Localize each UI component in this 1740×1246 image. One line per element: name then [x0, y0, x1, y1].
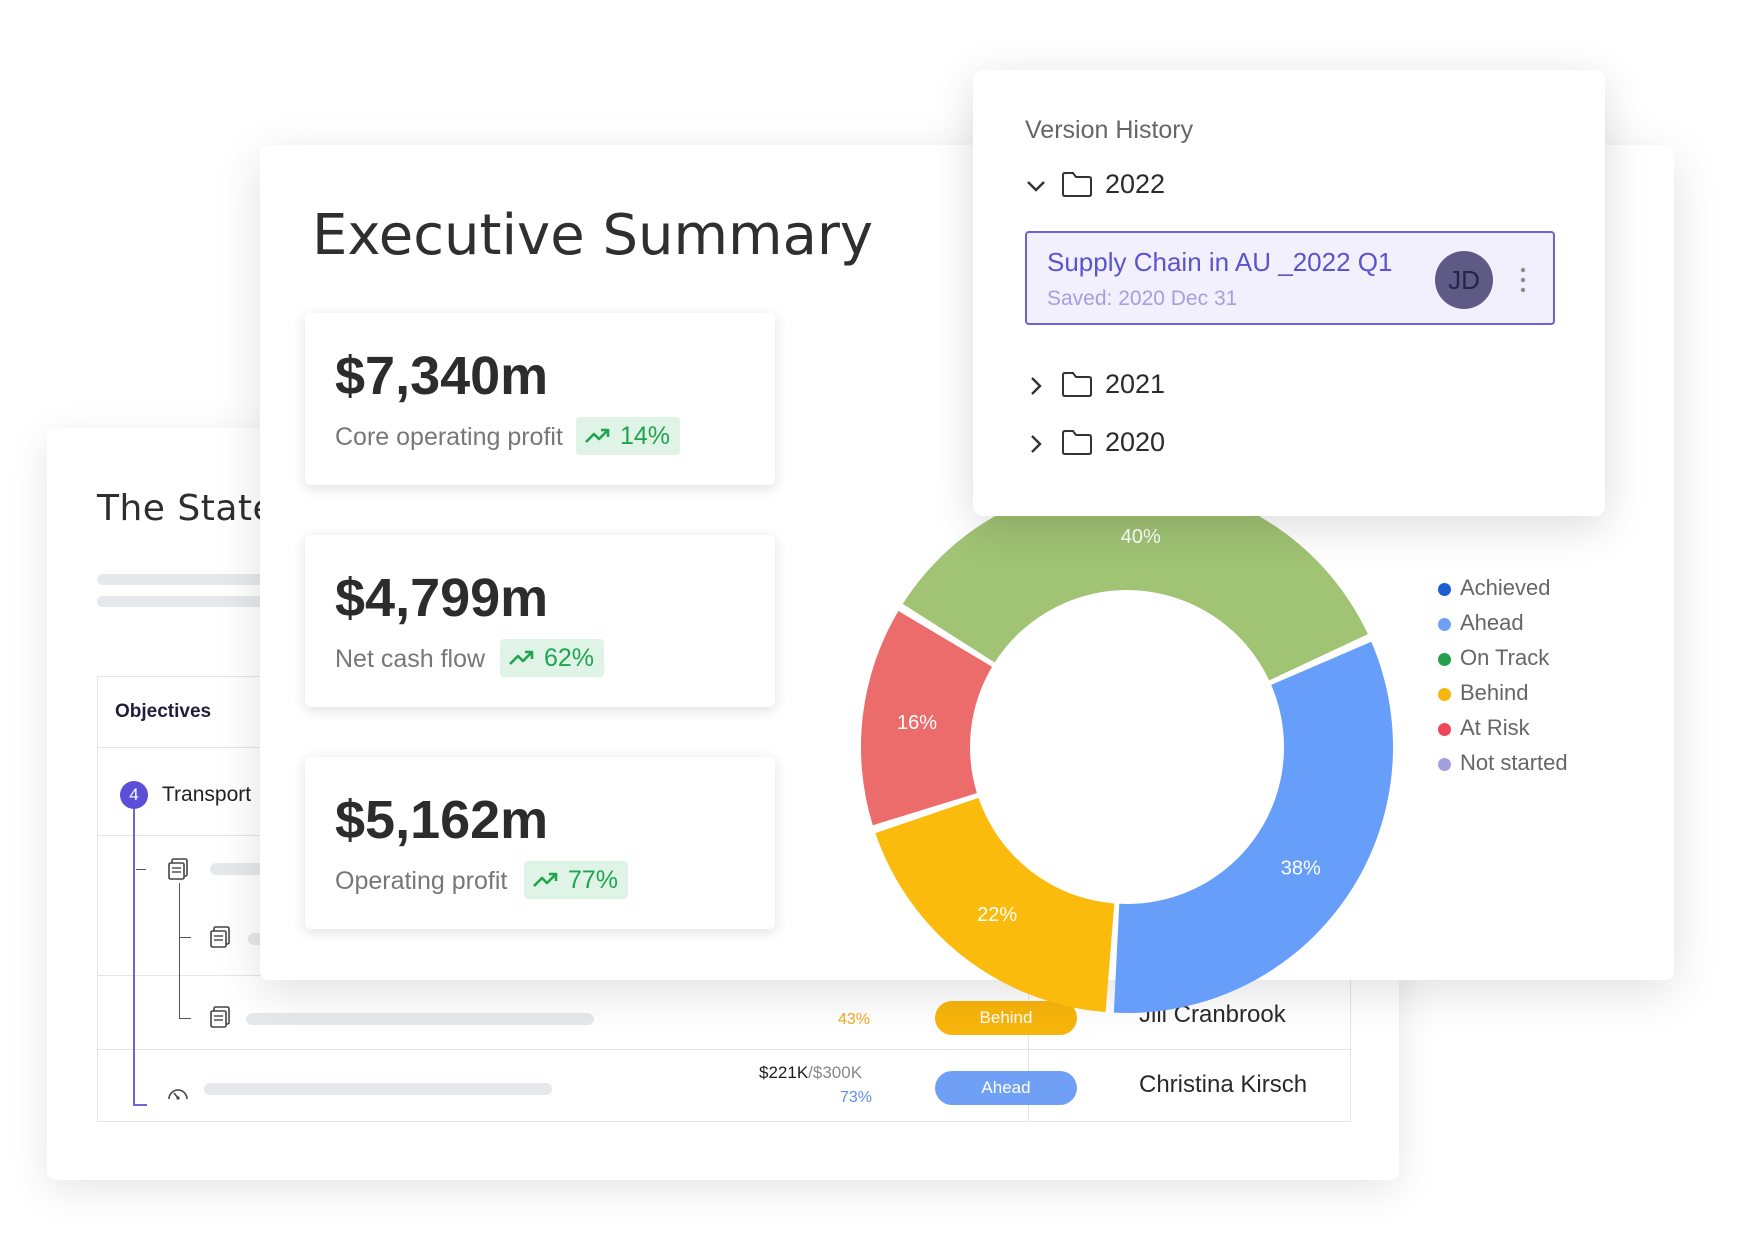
tree-connector	[133, 1104, 147, 1106]
progress-percent: 73%	[840, 1089, 873, 1106]
kpi-card[interactable]: $7,340m Core operating profit 14%	[305, 313, 775, 485]
version-item-selected[interactable]: Supply Chain in AU _2022 Q1 Saved: 2020 …	[1025, 231, 1555, 325]
tree-connector	[136, 869, 146, 870]
objectives-table: Objectives 4 Transport	[97, 676, 1351, 1122]
legend-label: On Track	[1460, 645, 1550, 670]
chevron-right-icon[interactable]	[1025, 373, 1047, 399]
text-placeholder	[204, 1083, 552, 1095]
text-placeholder	[97, 574, 327, 585]
avatar[interactable]: JD	[1435, 251, 1493, 309]
version-title: Supply Chain in AU _2022 Q1	[1047, 247, 1393, 277]
executive-summary-card: Executive Summary $7,340m Core operating…	[260, 145, 1674, 1013]
kpi-change-value: 77%	[568, 866, 619, 894]
metric-amount: $221K/$300K	[759, 1063, 862, 1083]
card-title: The State	[97, 488, 276, 529]
folder-icon	[1062, 172, 1092, 197]
legend-label: Behind	[1460, 680, 1529, 705]
kpi-label: Operating profit	[335, 867, 508, 895]
gauge-icon	[168, 1089, 188, 1100]
kpi-change-badge: 14%	[576, 417, 681, 455]
tree-connector	[179, 937, 191, 938]
status-badge-behind[interactable]: Behind	[935, 1001, 1077, 1035]
kpi-change-value: 62%	[544, 644, 595, 672]
kpi-change-badge: 77%	[524, 861, 629, 899]
legend-label: At Risk	[1460, 715, 1530, 740]
slice-label: 40%	[1121, 526, 1161, 548]
trend-up-icon	[509, 650, 534, 665]
legend-swatch	[1438, 618, 1451, 631]
slice-label: 38%	[1281, 858, 1321, 880]
kpi-value: $4,799m	[335, 568, 549, 628]
folder-row-2020[interactable]: 2020	[1025, 427, 1225, 463]
trend-up-icon	[533, 872, 558, 887]
legend-label: Not started	[1460, 750, 1568, 775]
kpi-change-badge: 62%	[500, 639, 605, 677]
metric-target: /$300K	[808, 1063, 863, 1082]
chevron-right-icon[interactable]	[1025, 431, 1047, 457]
owner-name: Christina Kirsch	[1139, 1071, 1308, 1098]
legend-swatch	[1438, 583, 1451, 596]
kpi-label: Core operating profit	[335, 423, 563, 451]
column-header-objectives[interactable]: Objectives	[115, 701, 212, 722]
donut-slice[interactable]	[861, 610, 993, 826]
legend-swatch	[1438, 758, 1451, 771]
tree-connector	[179, 883, 180, 1019]
document-icon	[210, 926, 230, 948]
folder-label: 2020	[1105, 427, 1166, 457]
metric-current: $221K	[759, 1063, 809, 1082]
version-history-panel: Version History 2022 Supply Chain in AU …	[973, 70, 1605, 516]
slice-label: 22%	[977, 904, 1017, 926]
objective-title[interactable]: Transport	[162, 783, 252, 806]
kpi-label: Net cash flow	[335, 645, 486, 673]
more-options-icon[interactable]	[1519, 267, 1527, 293]
tree-connector	[133, 809, 135, 1105]
kpi-card[interactable]: $4,799m Net cash flow 62%	[305, 535, 775, 707]
kpi-change-value: 14%	[620, 422, 671, 450]
text-placeholder	[97, 596, 327, 607]
text-placeholder	[210, 863, 270, 875]
folder-label: 2022	[1105, 169, 1166, 199]
donut-slice[interactable]	[875, 797, 1115, 1013]
document-icon	[210, 1006, 230, 1028]
folder-row-2022[interactable]: 2022	[1025, 169, 1225, 205]
slice-label: 16%	[897, 712, 937, 734]
divider	[98, 1049, 1350, 1050]
count-badge: 4	[120, 781, 148, 809]
chevron-down-icon[interactable]	[1025, 173, 1047, 199]
legend-swatch	[1438, 688, 1451, 701]
trend-up-icon	[585, 428, 610, 443]
kpi-card[interactable]: $5,162m Operating profit 77%	[305, 757, 775, 929]
legend-label: Achieved	[1460, 575, 1551, 600]
folder-icon	[1062, 372, 1092, 397]
donut-slice[interactable]	[902, 481, 1368, 681]
status-donut-chart: 16% 40% 38% 22%	[861, 481, 1393, 1013]
document-icon	[168, 858, 188, 880]
legend-swatch	[1438, 723, 1451, 736]
status-badge-ahead[interactable]: Ahead	[935, 1071, 1077, 1105]
legend-label: Ahead	[1460, 610, 1524, 635]
progress-percent: 43%	[838, 1011, 871, 1028]
kpi-value: $5,162m	[335, 790, 549, 850]
legend-swatch	[1438, 653, 1451, 666]
version-saved-date: Saved: 2020 Dec 31	[1047, 287, 1238, 310]
page-title: Executive Summary	[312, 203, 874, 268]
panel-title: Version History	[1025, 116, 1194, 144]
folder-row-2021[interactable]: 2021	[1025, 369, 1225, 405]
folder-icon	[1062, 430, 1092, 455]
folder-label: 2021	[1105, 369, 1166, 399]
donut-slice[interactable]	[1113, 641, 1393, 1013]
text-placeholder	[246, 1013, 594, 1025]
tree-connector	[179, 1018, 191, 1019]
divider	[1028, 975, 1029, 1121]
kpi-value: $7,340m	[335, 346, 549, 406]
